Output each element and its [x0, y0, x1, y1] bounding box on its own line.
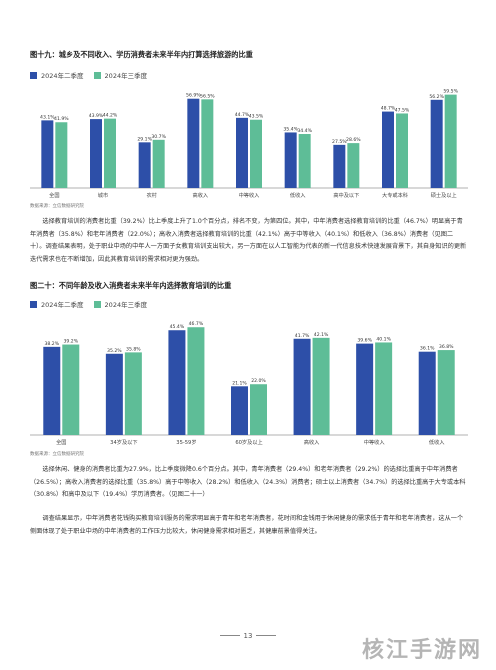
chart2-legend: 2024年二季度 2024年三季度: [30, 299, 147, 309]
bar: [347, 143, 359, 188]
chart1-source: 数据来源：立信数据研究院: [30, 203, 84, 209]
bar: [41, 120, 53, 188]
data-label: 43.1%: [40, 114, 55, 120]
tick-label: 中等收入: [239, 191, 260, 199]
data-label: 29.1%: [137, 136, 152, 142]
tick-label: 35-59岁: [176, 438, 196, 446]
bar: [375, 342, 392, 435]
bar: [250, 384, 267, 435]
tick-label: 大专或本科: [382, 191, 408, 199]
tick-label: 城市: [98, 191, 108, 199]
paragraph-leisure: 选择休闲、健身的消费者比重为27.9%，比上季度微降0.6个百分点。其中，青年消…: [30, 464, 468, 502]
bar: [187, 99, 199, 188]
bar: [445, 95, 457, 188]
tick-label: 硕士及以上: [431, 191, 457, 199]
bar: [106, 354, 123, 435]
bar: [285, 132, 297, 188]
data-label: 36.8%: [439, 344, 454, 350]
bar: [201, 99, 213, 188]
chart1-title: 图十九：城乡及不同收入、学历消费者未来半年内打算选择旅游的比重: [30, 50, 253, 60]
bar: [438, 350, 455, 435]
bar: [125, 352, 142, 435]
data-label: 44.7%: [235, 112, 250, 118]
bar: [313, 338, 330, 435]
bar: [55, 122, 67, 188]
bar: [62, 345, 79, 435]
bar: [139, 142, 151, 188]
bar: [90, 119, 102, 188]
bar: [431, 100, 443, 188]
data-label: 39.2%: [63, 339, 78, 345]
data-label: 46.7%: [189, 321, 204, 327]
data-label: 43.9%: [89, 113, 104, 119]
data-label: 47.5%: [395, 107, 410, 113]
bar: [356, 344, 373, 435]
data-label: 30.7%: [151, 134, 166, 140]
chart2-plot: 38.2% 39.2% 全国 35.2% 35.8% 34岁及以下 45.4% 46.7% 35…: [30, 311, 468, 449]
data-label: 36.1%: [420, 346, 435, 352]
paragraph-conclusion: 调查结果显示，中年消费者花钱购买教育培训服务的需求明显高于青年和老年消费者，花时…: [30, 513, 468, 538]
tick-label: 高收入: [304, 438, 320, 446]
data-label: 41.7%: [295, 333, 310, 339]
tick-label: 高中及以下: [333, 191, 359, 199]
bar: [168, 330, 185, 435]
tick-label: 中等收入: [364, 438, 385, 446]
legend-item-series1: 2024年二季度: [30, 299, 84, 309]
data-label: 56.2%: [429, 94, 444, 100]
data-label: 22.0%: [251, 378, 266, 384]
legend-item-series1: 2024年二季度: [30, 70, 84, 80]
data-label: 35.4%: [283, 126, 298, 132]
tick-label: 34岁及以下: [110, 438, 137, 446]
bar: [104, 119, 116, 188]
data-label: 27.5%: [332, 139, 347, 145]
data-label: 48.7%: [381, 106, 396, 112]
bar: [299, 134, 311, 188]
bar: [250, 120, 262, 188]
legend-item-series2: 2024年三季度: [94, 299, 148, 309]
data-label: 21.1%: [232, 380, 247, 386]
bar: [231, 386, 248, 435]
watermark: 核江手游网: [362, 632, 482, 664]
paragraph-education: 选择教育培训的消费者比重（39.2%）比上季度上升了1.0个百分点，排名不变，为…: [30, 216, 468, 266]
tick-label: 低收入: [290, 191, 306, 199]
data-label: 28.6%: [346, 137, 361, 143]
data-label: 41.9%: [54, 116, 69, 122]
data-label: 42.1%: [314, 332, 329, 338]
tick-label: 全国: [49, 191, 59, 199]
chart1-plot: 43.1% 41.9% 全国 43.9% 44.2% 城市 29.1%30.7% 农村 56.9…: [30, 82, 468, 202]
tick-label: 农村: [146, 191, 156, 199]
data-label: 56.9%: [186, 93, 201, 99]
data-label: 56.5%: [200, 93, 215, 99]
data-label: 40.1%: [376, 336, 391, 342]
bar: [153, 140, 165, 188]
tick-label: 低收入: [429, 438, 445, 446]
bar: [294, 339, 311, 435]
data-label: 34.4%: [297, 128, 312, 134]
bar: [187, 327, 204, 435]
data-label: 59.5%: [443, 89, 458, 95]
bar: [382, 112, 394, 188]
tick-label: 60岁及以上: [235, 438, 262, 446]
data-label: 35.8%: [126, 346, 141, 352]
tick-label: 高收入: [193, 191, 209, 199]
data-label: 38.2%: [44, 341, 59, 347]
tick-label: 全国: [56, 438, 66, 446]
chart2-title: 图二十：不同年龄及收入消费者未来半年内选择教育培训的比重: [30, 281, 231, 291]
bar: [419, 352, 436, 435]
data-label: 35.2%: [107, 348, 122, 354]
bar: [236, 118, 248, 188]
bar: [333, 145, 345, 188]
bar: [396, 113, 408, 188]
data-label: 44.2%: [103, 113, 118, 119]
chart1-legend: 2024年二季度 2024年三季度: [30, 70, 147, 80]
bar: [43, 347, 60, 435]
legend-item-series2: 2024年三季度: [94, 70, 148, 80]
data-label: 43.5%: [249, 114, 264, 120]
chart2-source: 数据来源：立信数据研究院: [30, 451, 84, 457]
data-label: 45.4%: [170, 324, 185, 330]
data-label: 39.6%: [357, 338, 372, 344]
